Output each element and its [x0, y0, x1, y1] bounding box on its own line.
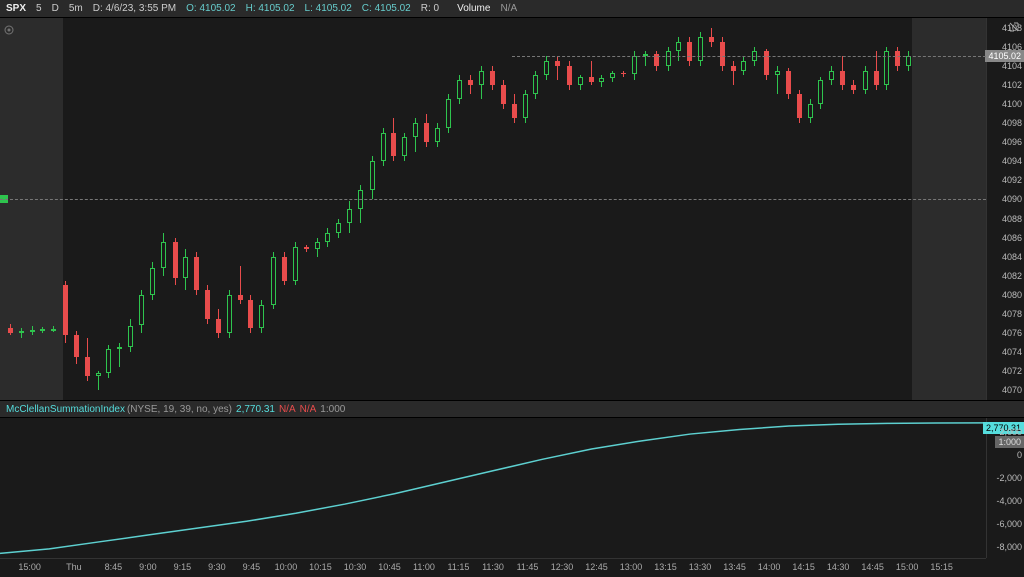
high-label: H: 4105.02 [246, 3, 295, 14]
y-tick: 4104 [1002, 61, 1022, 71]
y-tick: 4078 [1002, 309, 1022, 319]
indicator-params: (NYSE, 19, 39, no, yes) [127, 404, 232, 415]
chart-header: SPX 5 D 5m D: 4/6/23, 3:55 PM O: 4105.02… [0, 0, 1024, 18]
current-price-label: 4105.02 [985, 50, 1024, 62]
y-tick: 4084 [1002, 252, 1022, 262]
y-tick: 4098 [1002, 118, 1022, 128]
indicator-y-tick: 0 [1017, 450, 1022, 460]
main-price-chart[interactable]: 4070 4072 4074 4076 4078 4080 4082 4084 4086 4088… [0, 18, 1024, 400]
close-label: C: 4105.02 [362, 3, 411, 14]
x-tick: 10:00 [275, 562, 298, 572]
x-tick: 8:45 [105, 562, 123, 572]
r-label: R: 0 [421, 3, 439, 14]
x-tick: Thu [66, 562, 82, 572]
indicator-y-tick: -2,000 [996, 473, 1022, 483]
y-tick: 4086 [1002, 233, 1022, 243]
x-tick: 13:45 [723, 562, 746, 572]
x-tick: 12:30 [551, 562, 574, 572]
volume-label: Volume [457, 3, 490, 14]
period2[interactable]: D [52, 3, 59, 14]
x-tick: 14:30 [827, 562, 850, 572]
x-tick: 10:15 [309, 562, 332, 572]
current-price-line [512, 56, 986, 57]
x-tick: 11:30 [482, 562, 504, 572]
indicator-y-tick: -4,000 [996, 496, 1022, 506]
x-tick: 11:15 [448, 562, 470, 572]
indicator-na1: N/A [279, 404, 296, 415]
x-tick: 15:00 [18, 562, 41, 572]
time-x-axis[interactable]: 15:00 Thu 8:45 9:00 9:15 9:30 9:45 10:00 10:15 10… [0, 558, 986, 577]
y-tick: 4096 [1002, 137, 1022, 147]
y-tick: 4090 [1002, 194, 1022, 204]
x-tick: 12:45 [585, 562, 608, 572]
indicator-value: 2,770.31 [236, 404, 275, 415]
date-label: D: 4/6/23, 3:55 PM [93, 3, 176, 14]
y-tick: 4094 [1002, 156, 1022, 166]
indicator-chart[interactable]: 2,770.31 1:000 2,0000-2,000-4,000-6,000-… [0, 418, 1024, 558]
x-tick: 11:45 [517, 562, 539, 572]
x-tick: 9:30 [208, 562, 226, 572]
y-tick: 4076 [1002, 328, 1022, 338]
y-tick: 4088 [1002, 214, 1022, 224]
y-tick: 4108 [1002, 23, 1022, 33]
y-tick: 4070 [1002, 385, 1022, 395]
x-tick: 15:00 [896, 562, 919, 572]
y-tick: 4074 [1002, 347, 1022, 357]
x-tick: 14:45 [861, 562, 884, 572]
y-tick: 4072 [1002, 366, 1022, 376]
y-tick: 4082 [1002, 271, 1022, 281]
indicator-extra-label: 1:000 [995, 436, 1024, 448]
y-tick: 4100 [1002, 99, 1022, 109]
volume-value: N/A [500, 3, 517, 14]
x-tick: 13:30 [689, 562, 712, 572]
indicator-header: McClellanSummationIndex (NYSE, 19, 39, n… [0, 400, 1024, 418]
x-tick: 11:00 [413, 562, 435, 572]
y-tick: 4092 [1002, 175, 1022, 185]
indicator-extra: 1:000 [320, 404, 345, 415]
interval[interactable]: 5m [69, 3, 83, 14]
x-tick: 9:00 [139, 562, 157, 572]
x-tick: 9:45 [243, 562, 261, 572]
price-y-axis[interactable]: 4070 4072 4074 4076 4078 4080 4082 4084 4086 4088… [986, 18, 1024, 400]
period1[interactable]: 5 [36, 3, 42, 14]
indicator-na2: N/A [300, 404, 317, 415]
x-tick: 13:00 [620, 562, 643, 572]
x-tick: 9:15 [174, 562, 192, 572]
low-label: L: 4105.02 [305, 3, 352, 14]
y-tick: 4102 [1002, 80, 1022, 90]
y-tick: 4080 [1002, 290, 1022, 300]
x-tick: 10:45 [378, 562, 401, 572]
x-tick: 13:15 [654, 562, 677, 572]
indicator-y-axis[interactable]: 2,770.31 1:000 2,0000-2,000-4,000-6,000-… [986, 418, 1024, 558]
indicator-name[interactable]: McClellanSummationIndex [6, 404, 125, 415]
x-tick: 15:15 [930, 562, 953, 572]
open-label: O: 4105.02 [186, 3, 235, 14]
indicator-y-tick: 2,000 [999, 427, 1022, 437]
x-tick: 14:15 [792, 562, 815, 572]
prev-close-line [0, 199, 986, 200]
symbol[interactable]: SPX [6, 3, 26, 14]
indicator-y-tick: -8,000 [996, 542, 1022, 552]
x-tick: 14:00 [758, 562, 781, 572]
x-tick: 10:30 [344, 562, 367, 572]
indicator-y-tick: -6,000 [996, 519, 1022, 529]
